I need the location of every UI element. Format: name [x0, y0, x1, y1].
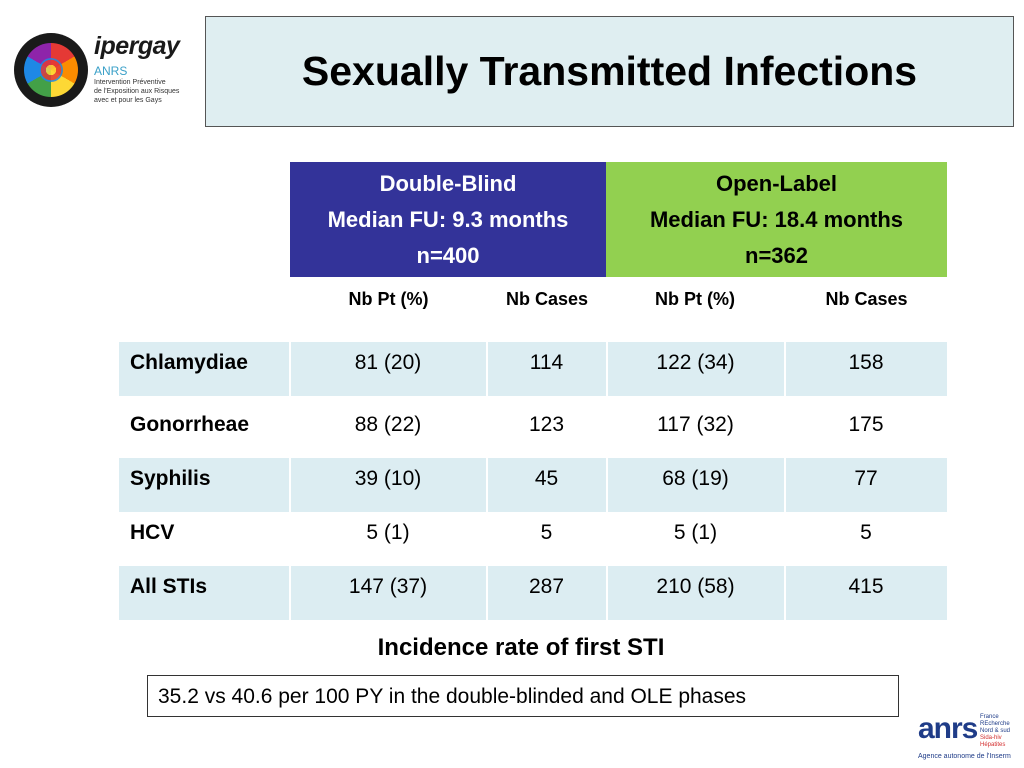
table-cell: 175 [848, 413, 884, 436]
column-header: Nb Cases [505, 289, 589, 309]
row-label: Gonorrheae [130, 413, 250, 436]
table-row: HCV 5 (1) 5 5 (1) 5 [119, 512, 947, 566]
table-cell: 5 [540, 521, 553, 544]
anrs-line: France [980, 714, 999, 720]
double-blind-label: Double-Blind [379, 170, 517, 196]
table-cell: 158 [848, 351, 884, 374]
table-cell: 123 [528, 413, 565, 436]
table-cell: 287 [528, 575, 565, 598]
logo-tagline-line: de l'Exposition aux Risques [94, 88, 180, 95]
row-label: Syphilis [130, 467, 211, 490]
open-label-header: Open-Label Median FU: 18.4 months n=362 [606, 162, 947, 277]
ipergay-logo: ipergay ANRS Intervention Préventive de … [12, 30, 192, 116]
row-label: All STIs [130, 575, 208, 598]
table-cell: 122 (34) [656, 351, 735, 374]
slide-title: Sexually Transmitted Infections [301, 48, 918, 94]
table-cell: 5 (1) [366, 521, 410, 544]
double-blind-followup: Median FU: 9.3 months [327, 206, 569, 232]
logo-tagline-line: avec et pour les Gays [94, 97, 162, 104]
table-cell: 45 [534, 467, 559, 490]
anrs-wordmark: anrs [918, 712, 978, 745]
table-cell: 68 (19) [662, 467, 729, 490]
logo-org: ANRS [94, 64, 128, 78]
anrs-line: Hépatites [980, 742, 1006, 748]
logo-tagline: Intervention Préventive de l'Exposition … [94, 78, 194, 105]
table-cell: 114 [529, 351, 564, 374]
column-header: Nb Pt (%) [348, 289, 429, 309]
table-cell: 39 (10) [354, 467, 422, 490]
table-cell: 81 (20) [354, 351, 422, 374]
open-label-label: Open-Label [715, 170, 837, 196]
row-label: Chlamydiae [130, 351, 248, 374]
column-header: Nb Pt (%) [655, 289, 735, 309]
double-blind-header: Double-Blind Median FU: 9.3 months n=400 [290, 162, 606, 277]
column-header: Nb Cases [825, 289, 908, 309]
incidence-note: 35.2 vs 40.6 per 100 PY in the double-bl… [147, 675, 899, 717]
anrs-logo: anrs France REcherche Nord & sud Sida-hi… [918, 712, 1020, 764]
open-label-n: n=362 [745, 242, 808, 268]
table-cell: 415 [848, 575, 884, 598]
table-row: Chlamydiae 81 (20) 114 122 (34) 158 [119, 342, 947, 396]
table-cell: 77 [854, 467, 878, 490]
double-blind-n: n=400 [416, 242, 480, 268]
table-cell: 147 (37) [348, 575, 428, 598]
table-row: All STIs 147 (37) 287 210 (58) 415 [119, 566, 947, 620]
logo-tagline-line: Intervention Préventive [94, 79, 166, 86]
table-row: Syphilis 39 (10) 45 68 (19) 77 [119, 458, 947, 512]
title-box: Sexually Transmitted Infections [205, 16, 1014, 127]
incidence-title: Incidence rate of first STI [377, 634, 665, 661]
table-cell: 210 (58) [656, 575, 735, 598]
anrs-lines: France REcherche Nord & sud Sida-hiv Hép… [980, 714, 1010, 749]
table-cell: 117 (32) [657, 413, 734, 436]
row-label: HCV [130, 521, 175, 544]
table-cell: 88 (22) [354, 413, 422, 436]
open-label-followup: Median FU: 18.4 months [649, 206, 904, 232]
anrs-line: REcherche [980, 721, 1010, 727]
logo-name: ipergay [94, 32, 180, 60]
table-row: Gonorrheae 88 (22) 123 117 (32) 175 [119, 404, 947, 458]
table-cell: 5 (1) [673, 521, 718, 544]
table-cell: 5 [860, 521, 872, 544]
anrs-line: Nord & sud [980, 728, 1011, 734]
anrs-subtitle: Agence autonome de l'Inserm [918, 753, 1011, 760]
anrs-line: Sida-hiv [980, 735, 1002, 741]
logo-center-icon [39, 58, 63, 82]
